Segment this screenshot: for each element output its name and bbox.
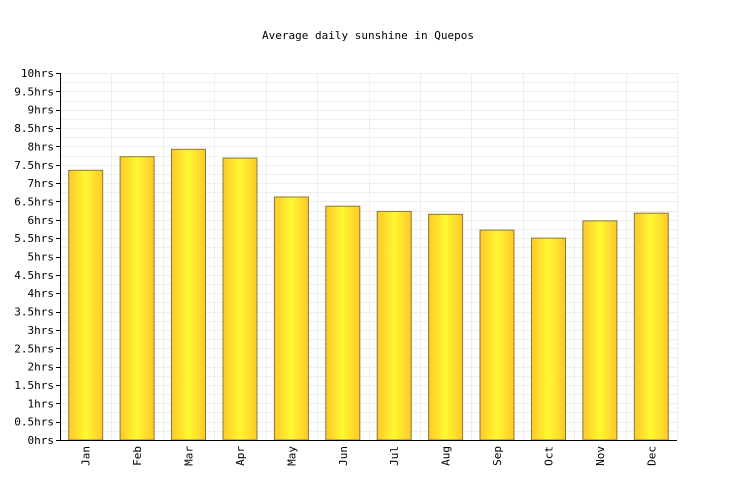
y-tick-label: 6.5hrs [14,195,54,208]
y-tick-label: 9hrs [28,104,55,117]
x-tick-label: Apr [234,446,247,466]
x-tick-label: Sep [491,446,504,466]
bar-feb [119,156,155,441]
y-tick-label: 6hrs [28,214,55,227]
y-tick-label: 1hrs [28,397,55,410]
y-tick-label: 7.5hrs [14,159,54,172]
y-tick-label: 1.5hrs [14,379,54,392]
bar-apr [222,157,258,441]
x-tick-label: Feb [131,446,144,466]
x-axis-tick-labels: Jan Feb Mar Apr May Jun Jul Aug Sep Oct Nov Dec [80,446,659,466]
y-tick-label: 10hrs [21,67,54,80]
y-tick-label: 2hrs [28,361,55,374]
y-tick-label: 5.5hrs [14,232,54,245]
bar-jan [68,169,104,441]
bar-mar [171,148,206,441]
y-tick-label: 8hrs [28,140,55,153]
bar-may [273,196,309,441]
y-tick-label: 7hrs [28,177,55,190]
chart-title: Average daily sunshine in Quepos [262,29,474,42]
x-tick-label: Dec [645,446,658,466]
y-tick-label: 2.5hrs [14,342,54,355]
x-tick-label: Jan [80,446,93,466]
axes [60,73,677,441]
grid-lines [60,73,678,441]
y-tick-label: 5hrs [28,251,55,264]
y-tick-label: 3.5hrs [14,306,54,319]
bars [68,148,669,441]
y-tick-label: 8.5hrs [14,122,54,135]
x-tick-label: Oct [543,446,556,466]
bar-jun [325,205,361,441]
x-tick-label: Mar [183,446,196,466]
x-tick-label: Jul [388,446,401,466]
bar-oct [531,237,566,441]
y-tick-label: 3hrs [28,324,55,337]
y-tick-label: 0hrs [28,434,55,447]
y-tick-label: 0.5hrs [14,416,54,429]
bar-dec [633,212,669,441]
y-tick-label: 4hrs [28,287,55,300]
bar-sep [479,229,515,441]
y-tick-label: 9.5hrs [14,85,54,98]
y-tick-label: 4.5hrs [14,269,54,282]
bar-jul [376,210,412,441]
x-tick-label: Jun [337,446,350,466]
y-axis-tick-labels: 0hrs 0.5hrs 1hrs 1.5hrs 2hrs 2.5hrs 3hrs 3.5hrs… [14,67,60,447]
x-tick-label: May [285,446,298,466]
x-tick-label: Aug [440,446,453,466]
bar-aug [428,213,464,441]
x-tick-label: Nov [594,446,607,466]
bar-nov [582,220,618,441]
